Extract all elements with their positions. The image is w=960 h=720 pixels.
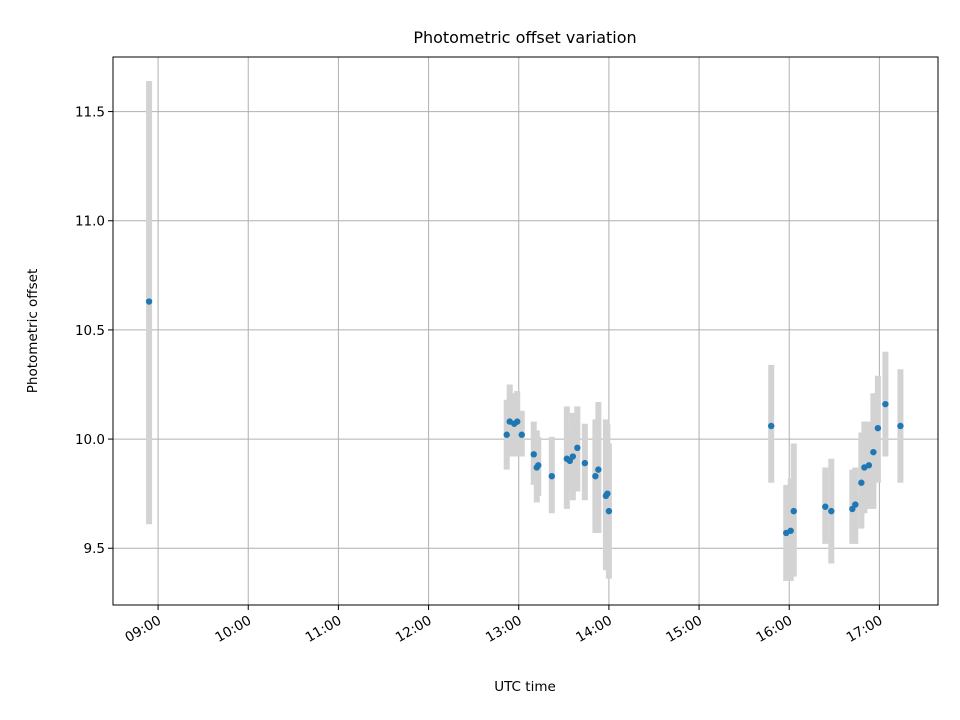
x-axis-label: UTC time xyxy=(494,679,556,695)
data-point xyxy=(822,503,829,510)
data-point xyxy=(581,459,589,467)
y-axis-label: Photometric offset xyxy=(25,269,41,393)
data-point xyxy=(882,400,889,408)
y-tick-label: 11.5 xyxy=(75,105,105,121)
data-point xyxy=(767,422,775,430)
data-point xyxy=(858,479,865,486)
data-point xyxy=(569,453,577,460)
data-point xyxy=(595,466,602,473)
y-tick-label: 11.0 xyxy=(75,214,105,230)
y-tick-label: 10.0 xyxy=(75,432,105,448)
data-point xyxy=(828,507,835,515)
data-point xyxy=(145,298,153,305)
data-point xyxy=(897,422,904,430)
data-point xyxy=(514,418,521,425)
data-point xyxy=(604,490,611,497)
y-axis-ticks: 9.5 10.0 10.5 11.0 11.5 xyxy=(75,105,113,557)
data-point xyxy=(865,462,873,469)
chart-title: Photometric offset variation xyxy=(413,28,636,47)
y-tick-label: 9.5 xyxy=(84,541,105,557)
data-point xyxy=(548,472,555,480)
data-point xyxy=(605,507,613,515)
data-point xyxy=(592,472,599,480)
data-point xyxy=(874,424,882,432)
plot-frame xyxy=(112,56,939,606)
data-point xyxy=(503,431,510,438)
data-point xyxy=(787,527,794,534)
y-tick-label: 10.5 xyxy=(75,323,105,339)
data-point xyxy=(852,501,859,508)
data-point xyxy=(535,462,542,469)
data-point xyxy=(518,431,525,438)
data-point xyxy=(574,444,581,452)
data-point xyxy=(530,451,537,458)
plot-area xyxy=(113,57,938,605)
data-point xyxy=(790,507,797,515)
data-point xyxy=(870,448,877,456)
grid xyxy=(113,57,938,605)
data-points xyxy=(145,298,904,537)
